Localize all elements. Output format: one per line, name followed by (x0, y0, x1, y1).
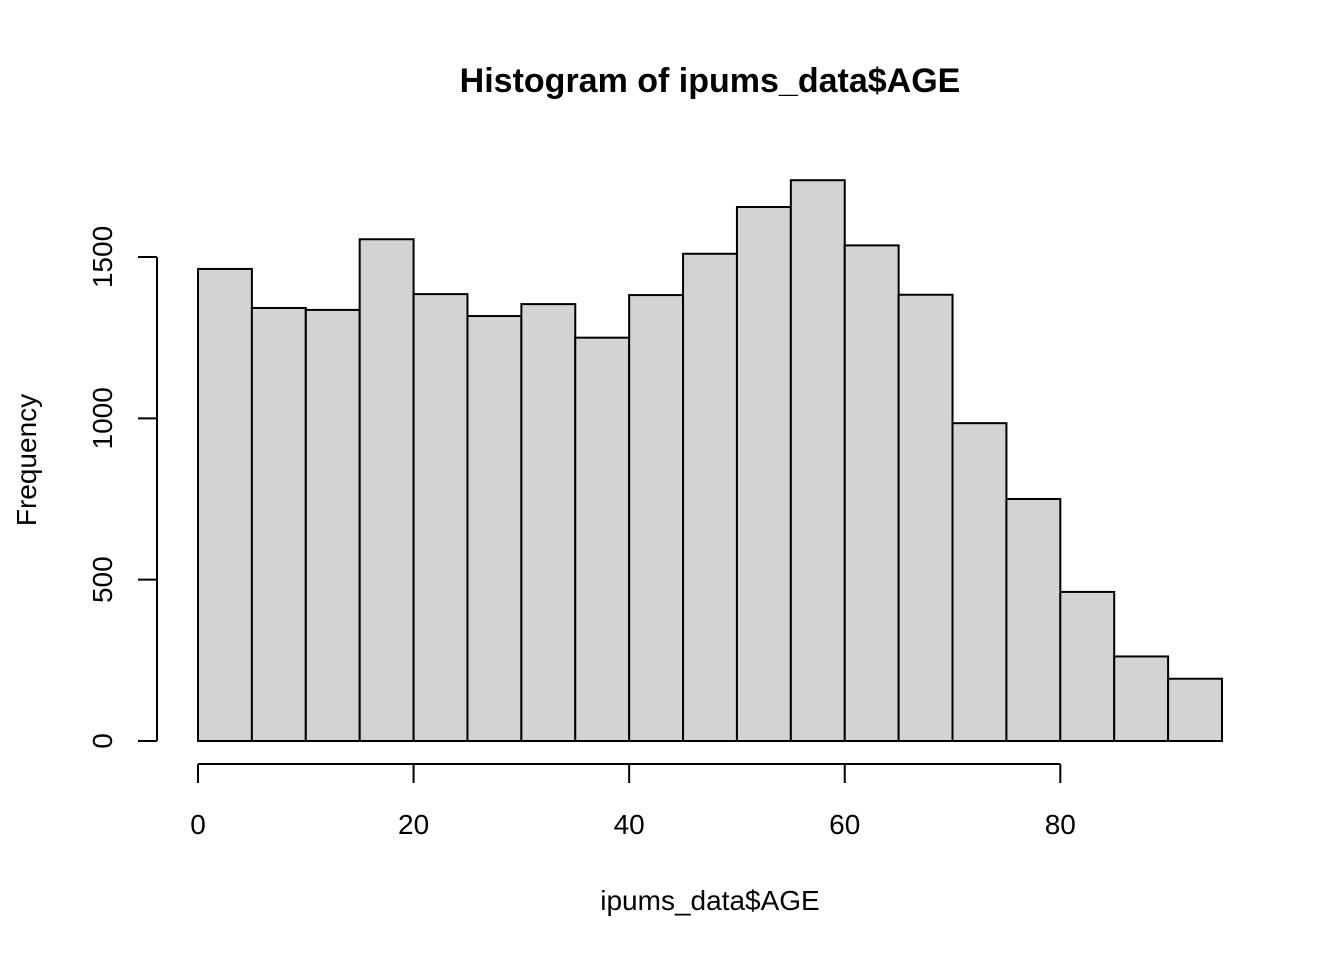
y-tick-label: 1500 (87, 226, 118, 288)
y-axis: 0 500 1000 1500 (87, 226, 158, 749)
histogram-bar (358, 238, 415, 742)
histogram-bar (735, 205, 792, 742)
histogram-bar (951, 422, 1008, 742)
histogram-bar (574, 336, 631, 742)
x-tick-label: 80 (1045, 809, 1076, 840)
histogram-bar (628, 294, 685, 742)
histogram-bar (466, 315, 523, 742)
histogram-bar (197, 267, 253, 742)
chart-title: Histogram of ipums_data$AGE (460, 62, 961, 100)
x-tick-label: 40 (614, 809, 645, 840)
y-axis-label: Frequency (11, 394, 42, 526)
y-tick-label: 500 (87, 556, 118, 603)
x-axis-label: ipums_data$AGE (600, 885, 819, 916)
histogram-bar (1059, 590, 1116, 742)
histogram-bar (1113, 655, 1170, 742)
x-tick-label: 0 (190, 809, 206, 840)
histogram-bar (1167, 677, 1223, 743)
histogram-bar (520, 303, 577, 742)
x-tick-label: 60 (829, 809, 860, 840)
bars-group (197, 179, 1223, 743)
x-tick-label: 20 (398, 809, 429, 840)
y-tick-label: 0 (87, 733, 118, 749)
x-axis: 0 20 40 60 80 (190, 763, 1076, 840)
histogram-bar (304, 308, 361, 742)
histogram-bar (682, 252, 738, 742)
histogram-bar (897, 293, 954, 742)
y-tick-label: 1000 (87, 387, 118, 449)
histogram-bar (412, 293, 469, 742)
histogram-bar (789, 179, 846, 743)
histogram-bar (250, 306, 307, 742)
histogram-bar (1005, 498, 1062, 742)
histogram-bar (843, 244, 900, 742)
